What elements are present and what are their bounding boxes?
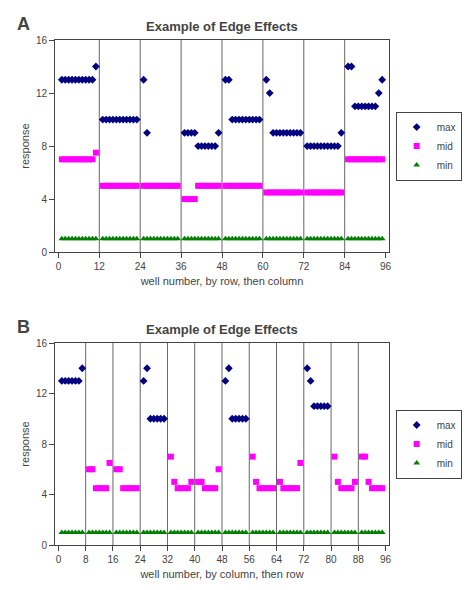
svg-text:well number, by row, then colu: well number, by row, then column	[140, 275, 304, 287]
svg-text:0: 0	[56, 554, 62, 565]
svg-text:Example of Edge Effects: Example of Edge Effects	[146, 19, 298, 34]
svg-text:12: 12	[94, 261, 106, 272]
svg-text:72: 72	[298, 554, 310, 565]
svg-text:8: 8	[41, 141, 47, 152]
svg-text:24: 24	[135, 261, 147, 272]
svg-text:16: 16	[36, 338, 48, 349]
svg-text:Example of Edge Effects: Example of Edge Effects	[146, 322, 298, 337]
svg-text:A: A	[17, 14, 30, 34]
svg-text:well number, by column, then r: well number, by column, then row	[139, 568, 303, 580]
svg-text:0: 0	[41, 247, 47, 258]
svg-text:min: min	[437, 160, 453, 171]
svg-text:80: 80	[325, 554, 337, 565]
svg-text:12: 12	[36, 88, 48, 99]
svg-text:max: max	[437, 122, 456, 133]
svg-text:16: 16	[107, 554, 119, 565]
svg-text:0: 0	[41, 540, 47, 551]
svg-text:4: 4	[41, 194, 47, 205]
svg-text:16: 16	[36, 35, 48, 46]
svg-text:48: 48	[216, 261, 228, 272]
svg-text:56: 56	[244, 554, 256, 565]
svg-text:8: 8	[83, 554, 89, 565]
svg-text:12: 12	[36, 388, 48, 399]
svg-text:min: min	[437, 458, 453, 469]
svg-text:96: 96	[380, 554, 392, 565]
svg-text:24: 24	[135, 554, 147, 565]
svg-text:max: max	[437, 420, 456, 431]
svg-text:96: 96	[380, 261, 392, 272]
svg-text:B: B	[17, 317, 30, 337]
svg-text:48: 48	[216, 554, 228, 565]
svg-text:8: 8	[41, 439, 47, 450]
svg-text:response: response	[19, 421, 31, 466]
svg-text:4: 4	[41, 489, 47, 500]
svg-text:32: 32	[162, 554, 174, 565]
svg-text:mid: mid	[437, 141, 453, 152]
svg-text:88: 88	[353, 554, 365, 565]
svg-text:response: response	[19, 123, 31, 168]
svg-text:72: 72	[298, 261, 310, 272]
svg-text:84: 84	[339, 261, 351, 272]
svg-text:mid: mid	[437, 439, 453, 450]
svg-text:64: 64	[271, 554, 283, 565]
svg-text:36: 36	[176, 261, 188, 272]
svg-text:0: 0	[56, 261, 62, 272]
svg-text:60: 60	[257, 261, 269, 272]
svg-text:40: 40	[189, 554, 201, 565]
